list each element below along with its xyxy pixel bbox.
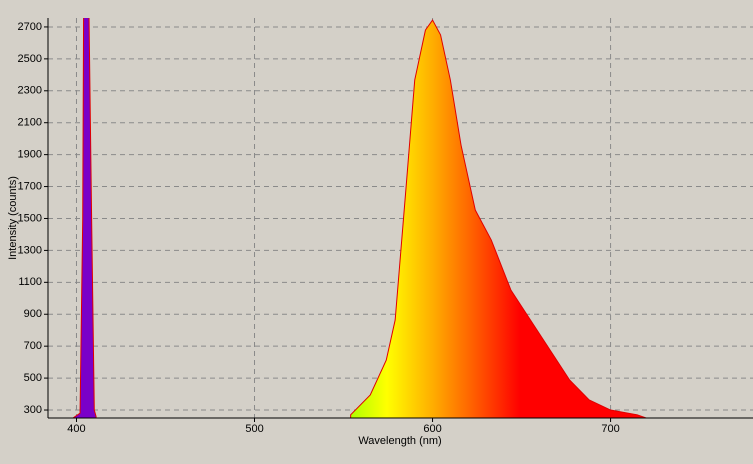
y-tick-label: 1900: [18, 149, 42, 161]
y-tick-label: 1500: [18, 212, 42, 224]
spectrum-area: [72, 18, 647, 418]
x-tick-label: 500: [245, 423, 263, 435]
y-tick-label: 1700: [18, 180, 42, 192]
y-tick-label: 700: [24, 340, 42, 352]
y-tick-label: 1300: [18, 244, 42, 256]
y-tick-label: 900: [24, 308, 42, 320]
y-axis-label: Intensity (counts): [7, 176, 19, 260]
y-tick-label: 2300: [18, 85, 42, 97]
y-tick-label: 2100: [18, 117, 42, 129]
y-tick-label: 500: [24, 372, 42, 384]
y-tick-label: 2500: [18, 53, 42, 65]
y-tick-label: 1100: [18, 276, 42, 288]
x-tick-label: 700: [601, 423, 619, 435]
x-axis-label: Wavelength (nm): [358, 435, 441, 447]
x-tick-label: 600: [423, 423, 441, 435]
y-tick-label: 2700: [18, 21, 42, 33]
x-tick-label: 400: [67, 423, 85, 435]
y-tick-label: 300: [24, 404, 42, 416]
